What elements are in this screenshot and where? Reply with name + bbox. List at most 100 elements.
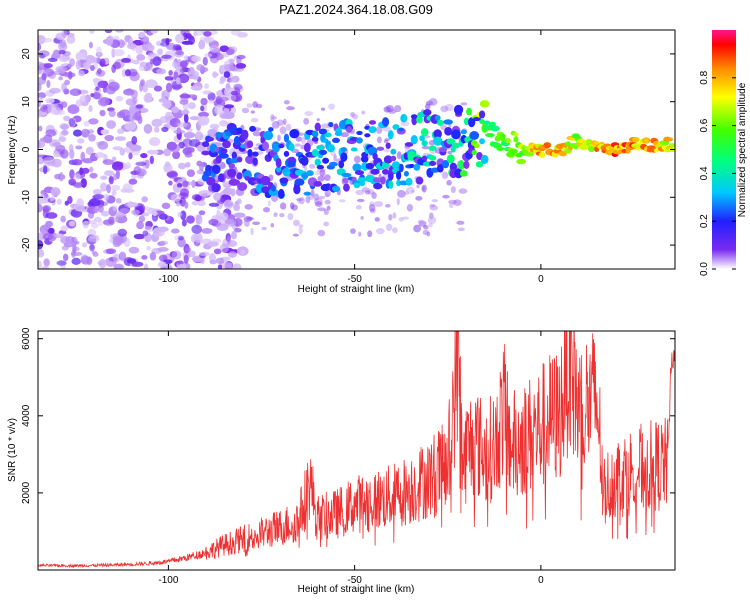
spectrogram-cell [385, 142, 391, 149]
spectrogram-cell [463, 117, 469, 126]
spectrogram-cell [403, 170, 409, 177]
spectrogram-cell [211, 183, 221, 193]
spectrogram-cell [114, 136, 127, 141]
spectrogram-cell [108, 176, 114, 185]
spectrogram-cell [247, 149, 253, 158]
spectrogram-cell [94, 151, 105, 159]
spectrogram-cell [279, 202, 287, 210]
spectrogram-x-label: Height of straight line (km) [298, 284, 415, 295]
spectrogram-cell [384, 203, 391, 208]
spectrogram-cell [203, 170, 214, 177]
spectrogram-cell [89, 243, 95, 252]
spectrogram-cell [231, 95, 237, 101]
spectrogram-cell [138, 64, 148, 72]
spectrogram-cell [513, 132, 519, 137]
spectrogram-cell [252, 157, 258, 166]
spectrogram-cell [161, 202, 171, 210]
spectrogram-cell [204, 53, 213, 58]
spectrogram-cell [212, 71, 218, 79]
spectrogram-cell [434, 114, 441, 122]
spectrogram-cell [444, 126, 453, 136]
spectrogram-cell [173, 49, 185, 58]
spectrogram-cell [59, 131, 64, 140]
spectrogram-cell [448, 202, 454, 209]
spectrogram-cell [218, 173, 225, 183]
colorbar-gradient [712, 30, 736, 269]
spectrogram-cell [201, 150, 211, 156]
spectrogram-cell [132, 59, 140, 65]
spectrogram-cell [38, 203, 43, 213]
spectrogram-cell [192, 70, 200, 81]
spectrogram-cell [388, 214, 393, 221]
spectrogram-cell [283, 150, 290, 157]
spectrogram-cell [473, 143, 480, 149]
spectrogram-cell [68, 178, 77, 186]
spectrogram-cell [441, 171, 448, 180]
spectrogram-cell [117, 228, 128, 237]
spectrogram-cell [410, 135, 418, 145]
spectrogram-cell [69, 88, 82, 97]
spectrogram-cell [188, 35, 194, 41]
spectrogram-cell [88, 104, 93, 113]
spectrogram-cell [230, 231, 237, 240]
spectrogram-cell [314, 201, 323, 207]
spectrogram-cell [442, 194, 450, 199]
spectrogram-cell [500, 133, 506, 139]
spectrogram-cell [198, 39, 206, 50]
spectrogram-cell [314, 158, 321, 166]
spectrogram-cell [49, 87, 61, 94]
spectrogram-cell [200, 97, 208, 106]
spectrogram-cell [479, 100, 490, 108]
spectrogram-cell [58, 76, 64, 81]
spectrogram-cell [309, 163, 316, 169]
spectrogram-cell [263, 130, 274, 141]
spectrogram-cell [240, 129, 249, 140]
spectrogram-cell [38, 109, 42, 118]
spectrogram-cell [246, 103, 253, 108]
spectrogram-cell [97, 80, 109, 89]
spectrogram-cell [423, 109, 432, 116]
spectrogram-cell [41, 37, 53, 43]
spectrogram-cell [80, 255, 91, 265]
spectrogram-cell [188, 102, 196, 110]
spectrogram-cell [180, 60, 188, 69]
spectrogram-cell [446, 154, 455, 164]
spectrogram-cell [140, 152, 148, 159]
spectrogram-cell [132, 113, 142, 121]
spectrogram-cell [60, 236, 73, 244]
spectrogram-cell [54, 109, 66, 115]
spectrogram-cell [406, 203, 413, 212]
spectrogram-cell [182, 147, 192, 155]
spectrogram-cell [237, 182, 248, 191]
spectrogram-cell [181, 109, 190, 115]
spectrogram-cell [164, 76, 174, 81]
spectrogram-cell [263, 207, 271, 213]
spectrogram-cell [410, 114, 418, 119]
spectrogram-cell [111, 190, 117, 196]
spectrogram-cell [417, 219, 424, 224]
colorbar-tick-label: 0.8 [699, 70, 710, 84]
spectrogram-x-tick-label: -100 [158, 274, 178, 285]
spectrogram-cell [97, 219, 104, 226]
spectrogram-cell [72, 158, 83, 166]
spectrogram-cell [168, 180, 173, 186]
spectrogram-cell [131, 174, 138, 179]
spectrogram-cell [443, 119, 453, 125]
spectrogram-cell [111, 156, 117, 162]
spectrogram-cell [143, 93, 152, 103]
spectrogram-cell [316, 145, 325, 151]
spectrogram-cell [328, 103, 335, 110]
spectrogram-cell [350, 228, 356, 234]
spectrogram-cell [292, 219, 300, 227]
spectrogram-cell [80, 52, 87, 61]
spectrogram-cell [222, 111, 235, 120]
spectrogram-cell [303, 142, 311, 153]
spectrogram-cell [396, 198, 400, 206]
spectrogram-heatmap [38, 30, 675, 269]
spectrogram-cell [484, 120, 491, 125]
spectrogram-cell [350, 147, 358, 152]
spectrogram-cell [428, 160, 437, 167]
spectrogram-cell [115, 198, 122, 204]
spectrogram-cell [458, 159, 465, 169]
spectrogram-cell [149, 251, 157, 261]
